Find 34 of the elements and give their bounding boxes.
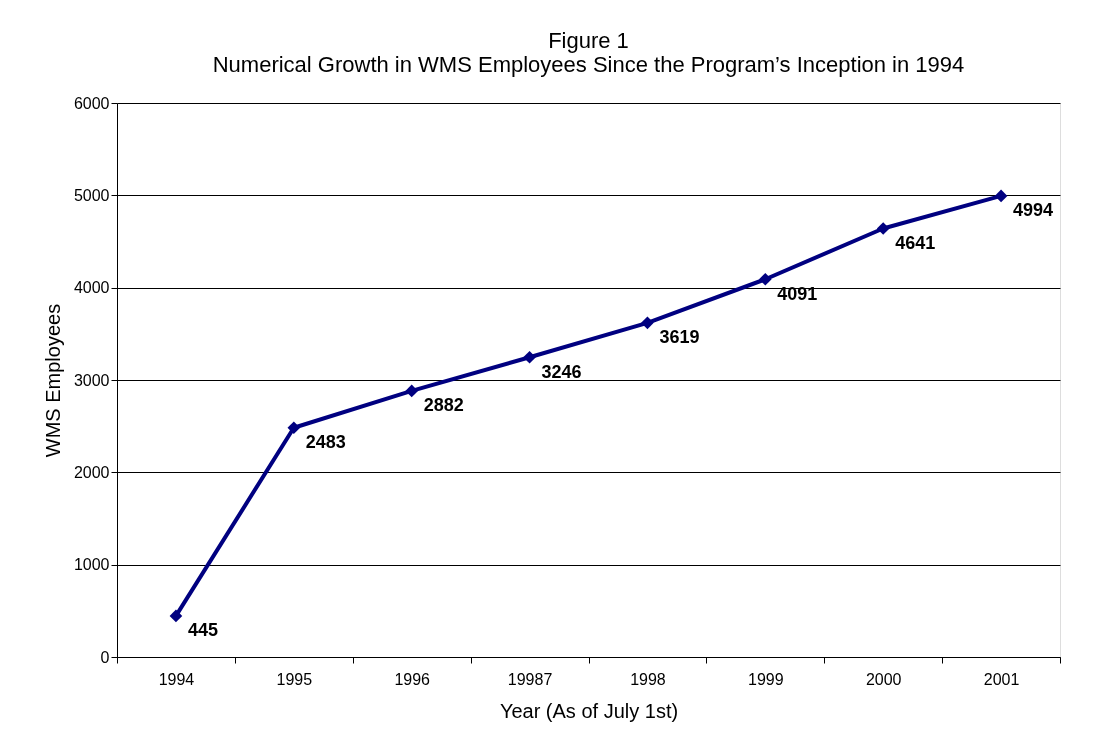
point	[405, 384, 419, 398]
x-axis-title: Year (As of July 1st)	[499, 699, 679, 722]
data-label: 3246	[541, 361, 582, 382]
point	[876, 222, 890, 235]
data-label: 2483	[305, 432, 346, 453]
x-tick-label: 2000	[865, 670, 902, 688]
y-tick-label: 0	[100, 648, 110, 666]
y-tick-label: 4000	[73, 279, 110, 297]
x-tick-label: 1998	[630, 670, 666, 688]
chart-subtitle: Numerical Growth in WMS Employees Since the Program’s Inception in 1994	[212, 52, 965, 77]
point	[758, 272, 772, 286]
data-label: 4994	[1013, 200, 1054, 221]
chart-title: Figure 1	[548, 28, 629, 53]
data-label: 4641	[895, 232, 936, 253]
point	[169, 609, 183, 623]
data-label: 445	[187, 620, 218, 641]
y-tick-label: 2000	[73, 463, 110, 481]
data-label: 3619	[659, 327, 700, 348]
data-label: 2882	[423, 395, 464, 416]
y-tick-label: 6000	[73, 94, 110, 112]
x-tick-label: 2001	[983, 670, 1020, 688]
x-tick-label: 1994	[158, 670, 195, 688]
x-tick-label: 1995	[276, 670, 313, 688]
y-axis-title: WMS Employees	[41, 303, 64, 458]
point	[994, 189, 1008, 203]
x-tick-label: 1999	[748, 670, 784, 688]
x-tick-label: 19987	[507, 670, 553, 688]
y-tick-label: 1000	[73, 556, 110, 574]
y-tick-label: 5000	[73, 186, 110, 204]
point	[287, 421, 301, 435]
y-tick-label: 3000	[73, 371, 110, 389]
x-tick-label: 1996	[394, 670, 431, 688]
point	[641, 316, 654, 330]
point	[523, 350, 536, 364]
